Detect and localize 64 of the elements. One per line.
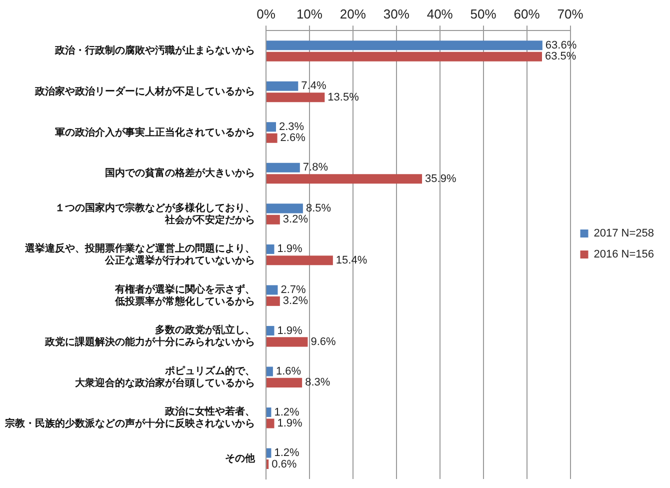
data-label: 63.5% xyxy=(545,50,576,63)
y-tick-label: 政治・行政制の腐敗や汚職が止まらないから xyxy=(54,44,255,57)
bar xyxy=(266,244,274,254)
data-label: 8.5% xyxy=(306,202,332,214)
bar xyxy=(266,40,542,50)
data-label: 2.6% xyxy=(280,132,306,144)
data-label: 1.2% xyxy=(274,406,300,418)
data-label: 1.9% xyxy=(277,417,303,430)
data-label: 3.2% xyxy=(282,214,308,226)
x-tick-label: 40% xyxy=(426,6,454,22)
legend-label: 2016 N=156 xyxy=(594,248,654,261)
x-tick-label: 60% xyxy=(514,6,540,22)
data-label: 7.4% xyxy=(301,80,326,92)
bar xyxy=(266,204,303,214)
x-tick-label: 20% xyxy=(340,6,366,22)
x-tick-label: 0% xyxy=(256,6,276,22)
data-label: 1.6% xyxy=(276,366,302,378)
bar xyxy=(266,337,308,347)
data-label: 1.9% xyxy=(277,243,303,256)
bar xyxy=(266,378,302,388)
data-label: 2.7% xyxy=(280,284,306,296)
y-tick-label: ポピュリズム的で、大衆迎合的な政治家が台頭しているから xyxy=(74,364,255,389)
data-label: 0.6% xyxy=(272,458,297,470)
data-label: 15.4% xyxy=(336,254,368,266)
x-tick-label: 10% xyxy=(296,6,323,22)
x-tick-label: 70% xyxy=(557,6,584,22)
data-label: 2.3% xyxy=(278,120,304,133)
x-tick-label: 30% xyxy=(383,6,410,22)
data-label: 9.6% xyxy=(310,336,336,348)
y-tick-label: 選挙違反や、投開票作業など運営上の問題により、公正な選挙が行われていないから xyxy=(24,242,255,267)
data-label: 1.9% xyxy=(277,324,303,337)
bar xyxy=(266,418,274,428)
y-tick-label: その他 xyxy=(225,452,256,464)
y-tick-label: 軍の政治介入が事実上正当化されているから xyxy=(55,126,255,138)
y-tick-label: 多数の政党が乱立し、政党に課題解決の能力が十分にみられないから xyxy=(44,324,255,348)
data-label: 13.5% xyxy=(328,91,360,104)
bar xyxy=(266,296,280,306)
bar xyxy=(266,122,276,132)
data-label: 8.3% xyxy=(305,376,330,389)
x-tick-label: 50% xyxy=(470,6,497,22)
y-tick-label: 政治家や政治リーダーに人材が不足しているから xyxy=(34,85,255,98)
y-tick-label: 有権者が選挙に関心を示さず、低投票率が常態化しているから xyxy=(114,283,255,308)
bar xyxy=(266,407,272,418)
y-tick-label: 国内での貧富の格差が大きいから xyxy=(105,167,255,180)
bar xyxy=(266,162,300,172)
bar xyxy=(266,285,278,295)
bar xyxy=(266,256,333,266)
bar xyxy=(266,174,422,184)
bar xyxy=(266,92,325,102)
data-label: 35.9% xyxy=(425,172,456,185)
legend-label: 2017 N=258 xyxy=(594,228,654,240)
data-label: 63.6% xyxy=(545,39,577,52)
data-label: 3.2% xyxy=(282,295,308,308)
data-label: 7.8% xyxy=(302,162,328,174)
bar xyxy=(266,448,272,458)
bar xyxy=(266,133,278,143)
data-label: 1.2% xyxy=(274,447,300,460)
bar xyxy=(266,52,542,62)
bar xyxy=(266,366,273,376)
bar xyxy=(266,326,274,336)
y-tick-label: 政治に女性や若者、宗教・民族的少数派などの声が十分に反映されないから xyxy=(4,406,255,430)
y-tick-label: １つの国家内で宗教などが多様化しており、社会が不安定だから xyxy=(55,202,255,226)
bar xyxy=(266,214,280,224)
bar xyxy=(266,81,298,91)
